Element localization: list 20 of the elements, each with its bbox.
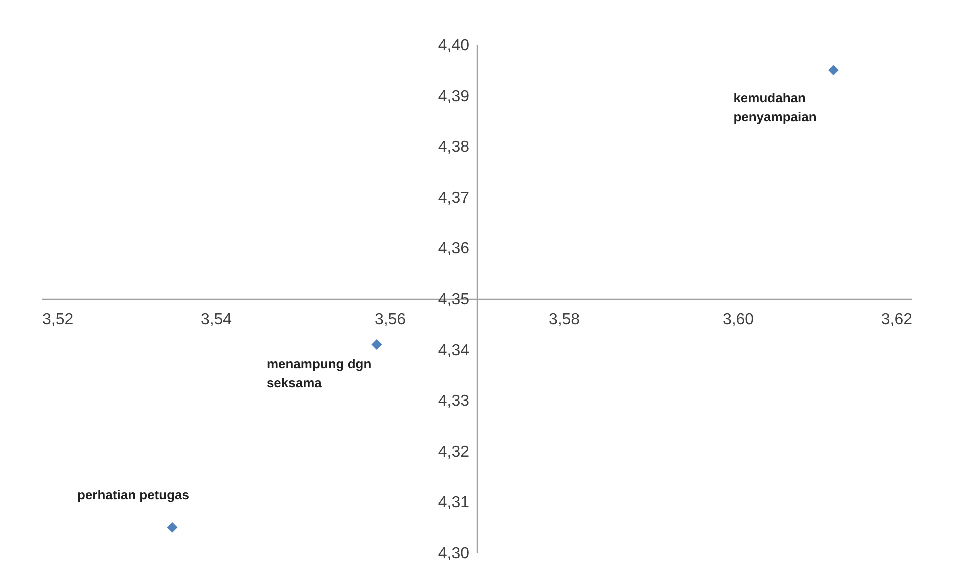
- y-tick-label: 4,32: [438, 444, 470, 461]
- y-tick-label: 4,31: [438, 494, 470, 512]
- x-tick-label: 3,58: [548, 312, 580, 328]
- y-tick-label: 4,34: [438, 342, 470, 360]
- y-tick-label: 4,38: [438, 139, 470, 156]
- annotation: menampung dgn seksama: [266, 356, 372, 391]
- x-tick-label: 3,54: [200, 312, 232, 328]
- y-tick-label: 4,36: [438, 240, 470, 258]
- x-tick-label: 3,56: [374, 312, 406, 328]
- y-tick-label: 4,35: [438, 292, 470, 308]
- x-tick-label: 3,52: [42, 312, 74, 328]
- y-tick-label: 4,37: [438, 190, 470, 207]
- annotation: perhatian petugas: [78, 488, 190, 503]
- x-tick-label: 3,60: [722, 312, 754, 328]
- x-tick-label: 3,62: [881, 312, 913, 328]
- y-tick-label: 4,39: [438, 88, 470, 106]
- y-tick-label: 4,33: [438, 393, 470, 410]
- y-tick-label: 4,30: [438, 546, 470, 562]
- y-tick-label: 4,40: [438, 38, 470, 54]
- annotation: kemudahan penyampaian: [734, 90, 817, 124]
